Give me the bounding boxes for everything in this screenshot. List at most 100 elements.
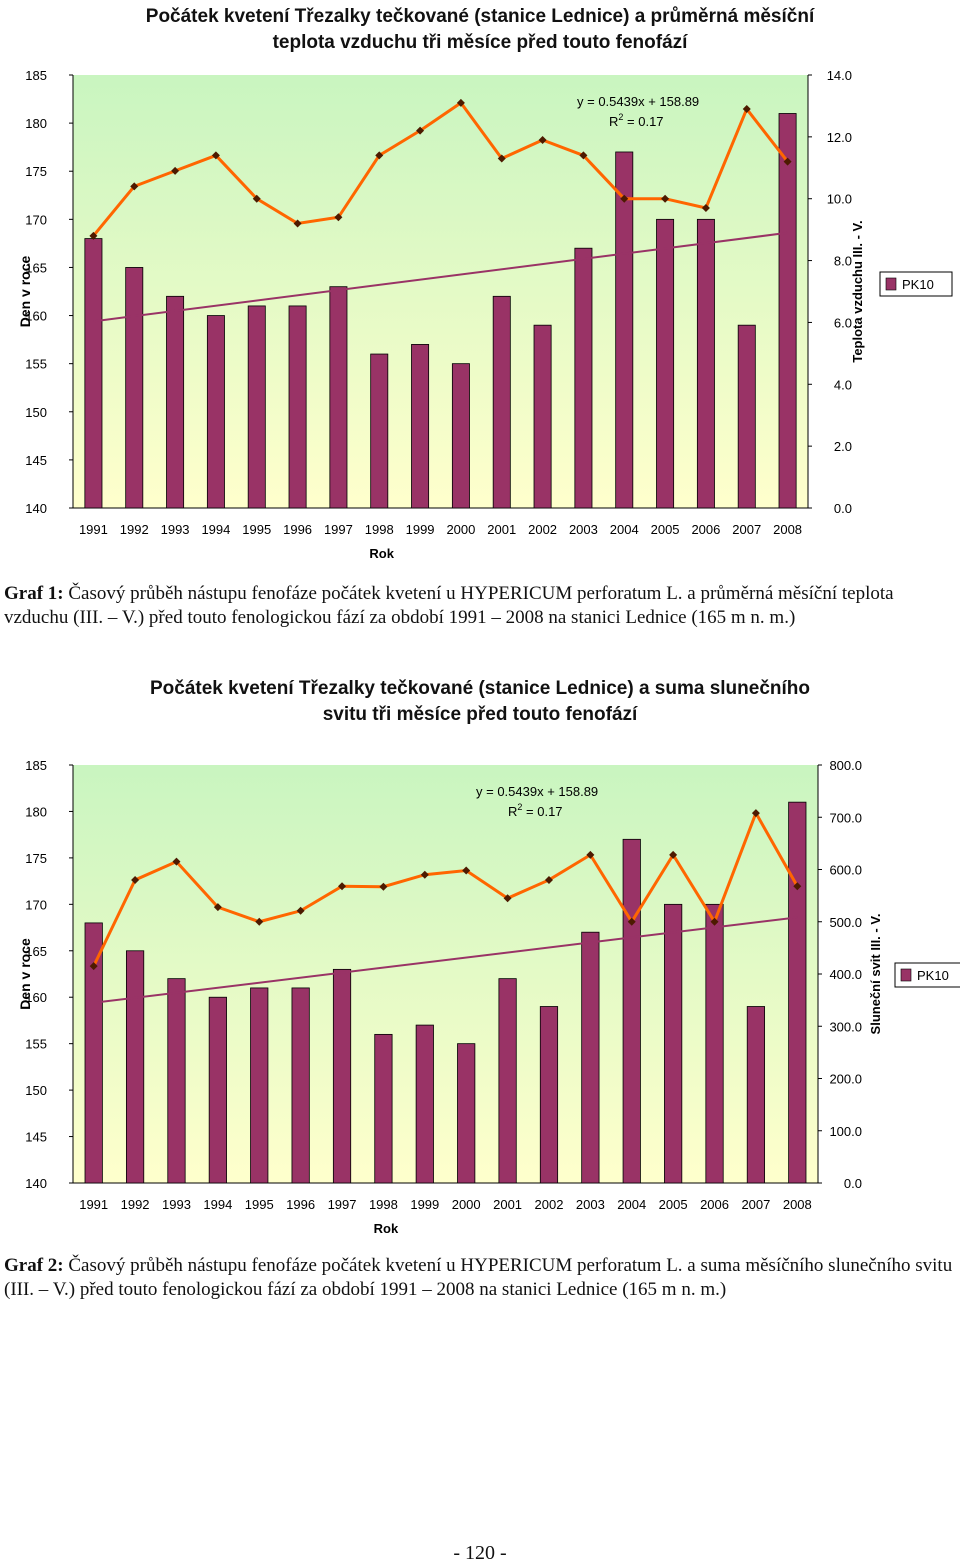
chart1-line-point <box>334 213 343 222</box>
chart2-y-tick-label: 185 <box>25 758 47 773</box>
chart2-line-point <box>710 917 719 926</box>
chart2-bar <box>498 978 517 1184</box>
chart2-bar <box>788 801 807 1184</box>
chart2-line-point <box>172 857 181 866</box>
chart2-y2-tick-label: 600.0 <box>829 863 862 878</box>
chart2-x-tick-label: 1997 <box>328 1197 357 1212</box>
page-number: - 120 - <box>453 1542 507 1564</box>
chart2-legend-label: PK10 <box>917 968 949 983</box>
chart1-title: Počátek kvetení Třezalky tečkované (stan… <box>80 4 880 56</box>
chart1-y2-tick-label: 0.0 <box>834 501 852 516</box>
chart1-y2-tick-label: 6.0 <box>834 315 852 330</box>
chart2-annotation-equation: y = 0.5439x + 158.89 <box>476 784 598 799</box>
chart1-caption: Graf 1: Časový průběh nástupu fenofáze p… <box>4 582 954 630</box>
chart2-y2-tick-label: 300.0 <box>829 1019 862 1034</box>
chart1-y2-tick-label: 4.0 <box>834 377 852 392</box>
chart2-line-point <box>627 917 636 926</box>
chart2-x-tick-label: 1998 <box>369 1197 398 1212</box>
chart2-line-point <box>213 903 222 912</box>
chart1-x-tick-label: 1995 <box>242 522 271 537</box>
chart2-y-tick-label: 145 <box>25 1130 47 1145</box>
chart1-y-tick-label: 160 <box>25 309 47 324</box>
chart1-line-point <box>661 194 670 203</box>
chart1-x-tick-label: 1997 <box>324 522 353 537</box>
chart2-annotation-r2-sup: 2 <box>517 802 522 812</box>
chart2-x-axis-label: Rok <box>374 1221 399 1236</box>
chart1-annotation-r2-sup: 2 <box>618 112 623 122</box>
chart2-bar <box>746 1006 766 1184</box>
chart2-bar <box>291 987 310 1184</box>
chart1-x-tick-label: 2008 <box>773 522 802 537</box>
chart1-y-tick-label: 185 <box>25 68 47 83</box>
chart1-y2-tick-label: 8.0 <box>834 254 852 269</box>
chart2-bar <box>374 1033 393 1184</box>
chart1-x-axis-label: Rok <box>369 546 394 560</box>
chart1-line-series <box>92 100 789 237</box>
chart2-line-point <box>586 850 595 859</box>
chart1-line-point <box>456 98 465 107</box>
chart2-x-tick-label: 2001 <box>493 1197 522 1212</box>
chart1-line-point <box>171 166 180 175</box>
chart1-trendline <box>93 231 788 323</box>
chart2-y2-tick-label: 700.0 <box>829 810 862 825</box>
chart2-line-point <box>503 894 512 903</box>
chart1-line-point <box>130 182 139 191</box>
chart1-y-axis-label: Den v roce <box>17 255 33 327</box>
chart1-x-tick-label: 2002 <box>528 522 557 537</box>
chart2-line-point <box>793 882 802 891</box>
chart2-x-tick-label: 1993 <box>162 1197 191 1212</box>
chart2-x-tick-label: 2003 <box>576 1197 605 1212</box>
chart1-bar <box>125 267 144 509</box>
chart1-bar <box>288 305 307 509</box>
chart2-y2-tick-label: 0.0 <box>844 1176 862 1191</box>
chart2-line-point <box>462 866 471 875</box>
chart2-x-tick-label: 2004 <box>617 1197 646 1212</box>
chart1-bar <box>737 324 756 509</box>
chart2-title-line1: Počátek kvetení Třezalky tečkované (stan… <box>150 678 810 699</box>
chart1-svg: 140 145 150 155 160 165 170 175 180 185 0.0 2.0 4.0 6… <box>17 68 953 560</box>
chart1-title-line1: Počátek kvetení Třezalky tečkované (stan… <box>145 6 815 27</box>
chart1-bar <box>329 286 348 509</box>
chart2-x-tick-label: 1996 <box>286 1197 315 1212</box>
chart1-bar <box>166 295 185 509</box>
chart2-y2-tick-label: 500.0 <box>829 915 862 930</box>
chart2-annotation-r2-suffix: = 0.17 <box>522 804 562 819</box>
chart2-line-point <box>255 917 264 926</box>
chart1-x-tick-label: 1993 <box>161 522 190 537</box>
chart2-y-axis-label: Den v roce <box>17 938 33 1010</box>
chart2-line-point <box>751 809 760 818</box>
chart1-x-tick-label: 1992 <box>120 522 149 537</box>
chart2-y2-tick-label: 200.0 <box>829 1072 862 1087</box>
chart1-y-tick-label: 175 <box>25 164 47 179</box>
chart1-y2-tick-label: 2.0 <box>834 439 852 454</box>
chart1-legend-swatch <box>885 277 897 291</box>
chart2-bar <box>457 1043 476 1184</box>
chart2-caption-label: Graf 2: <box>4 1255 64 1276</box>
chart1-legend-label: PK10 <box>902 277 934 292</box>
chart2-bar <box>664 903 683 1184</box>
chart1-y-tick-label: 140 <box>25 501 47 516</box>
chart1-y2-axis-label: Teplota vzduchu III. - V. <box>850 220 865 362</box>
chart2-title-line2: svitu tři měsíce před touto fenofází <box>322 704 638 725</box>
chart2-bar <box>125 950 145 1184</box>
chart1-line-point <box>701 203 710 212</box>
chart1-x-tick-label: 2005 <box>651 522 680 537</box>
chart2-bar <box>539 1006 559 1184</box>
chart2-trendline <box>93 916 798 1004</box>
chart1-x-tick-label: 2004 <box>610 522 639 537</box>
chart1-bar <box>492 295 511 509</box>
chart2-annotation-r2-prefix: R <box>508 804 517 819</box>
chart1-annotation-equation: y = 0.5439x + 158.89 <box>577 94 699 109</box>
chart2-bar <box>250 987 269 1184</box>
chart1-bar <box>778 113 797 509</box>
chart1-y2-tick-label: 10.0 <box>827 192 852 207</box>
chart1-bar <box>656 218 675 509</box>
chart2-y2-axis-label: Sluneční svit III. - V. <box>868 914 883 1035</box>
chart1-line-point <box>579 151 588 160</box>
chart1-y-tick-label: 145 <box>25 453 47 468</box>
chart2-bar <box>167 978 186 1184</box>
chart2-line-point <box>296 906 305 915</box>
chart2-y-tick-label: 150 <box>25 1083 47 1098</box>
chart1-annotation-r2-prefix: R <box>609 114 618 129</box>
chart2-y-tick-label: 155 <box>25 1037 47 1052</box>
